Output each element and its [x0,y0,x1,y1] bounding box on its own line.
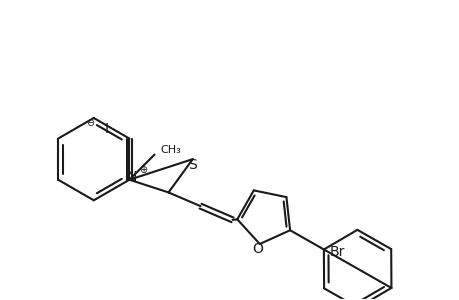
Text: ⊕: ⊕ [139,165,147,175]
Text: S: S [188,158,196,172]
Text: ⊖: ⊖ [86,118,95,128]
Text: CH₃: CH₃ [160,145,180,155]
Text: I: I [104,122,108,136]
Text: O: O [252,242,263,256]
Text: Br: Br [329,245,344,259]
Text: N: N [126,169,137,184]
